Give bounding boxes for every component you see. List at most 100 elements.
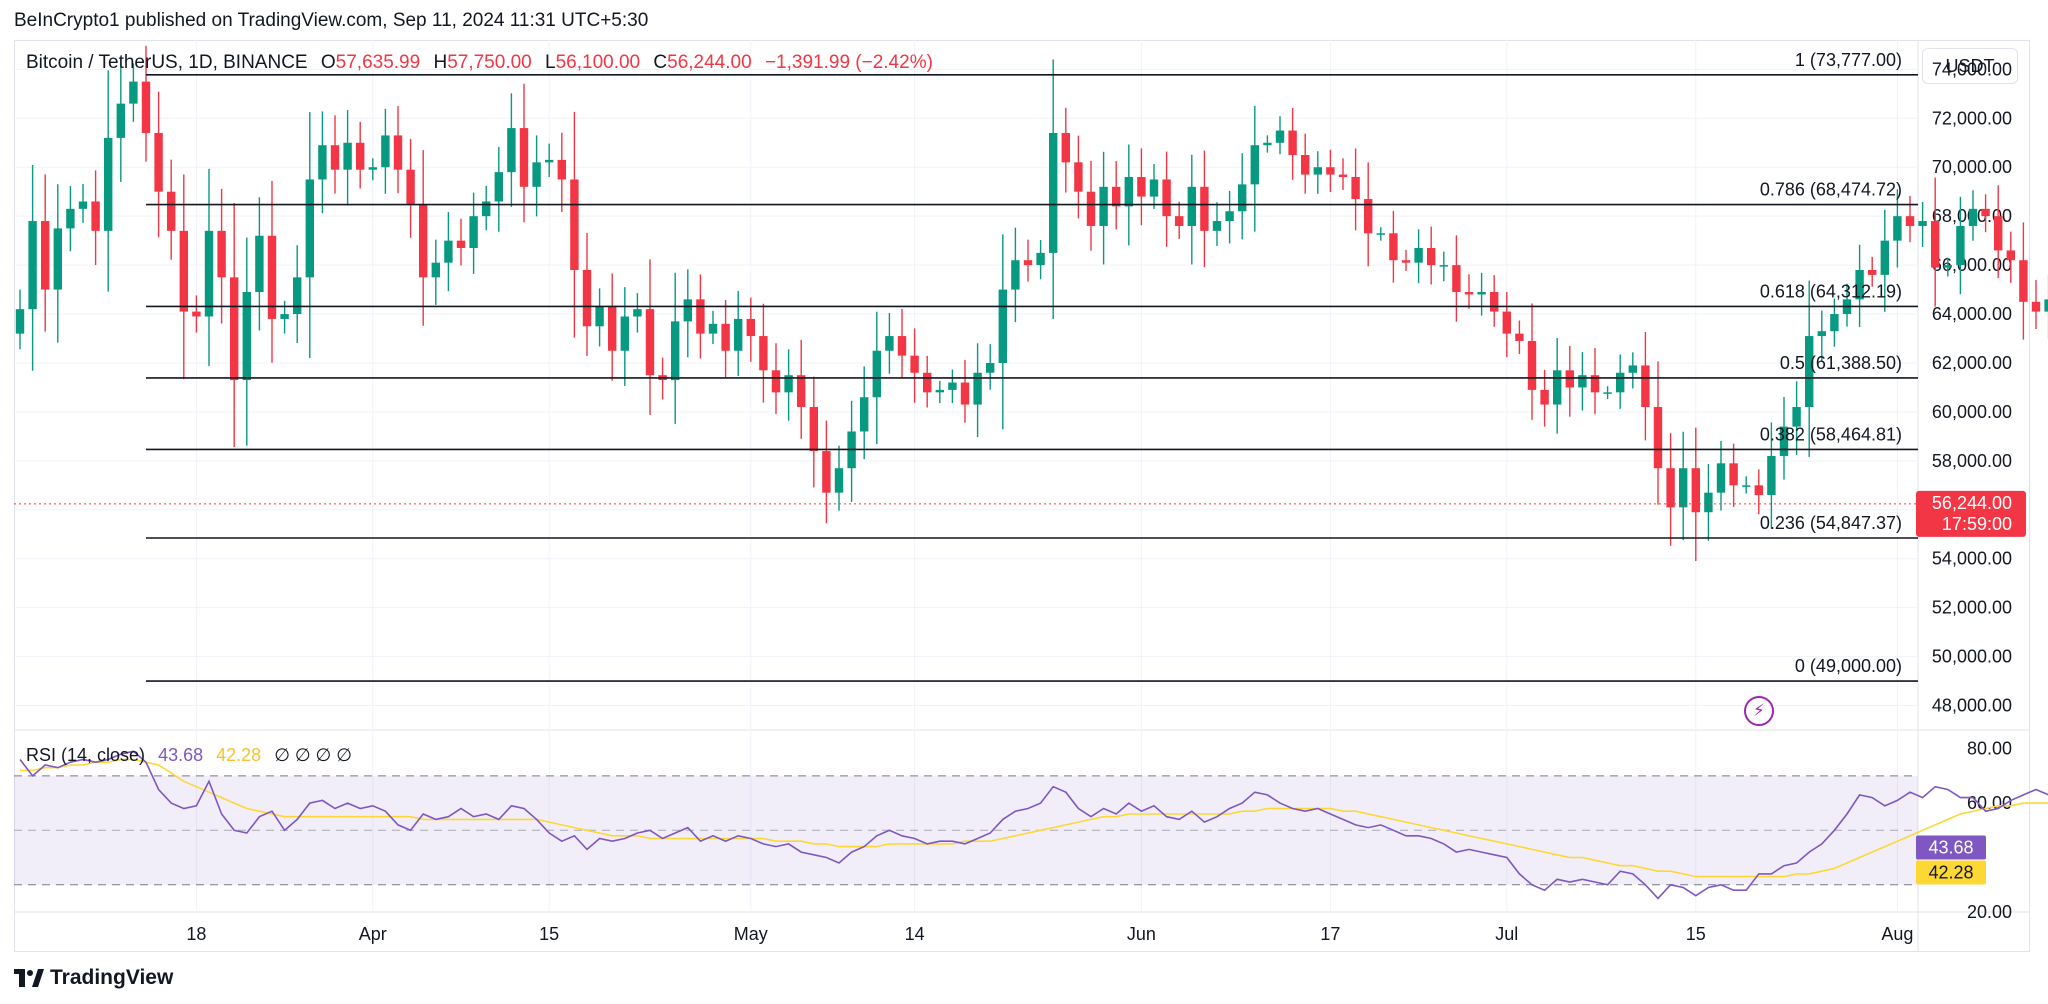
candle-body [1603,392,1612,394]
currency-unit-button[interactable]: USDT [1922,48,2018,84]
candle-body [998,289,1007,363]
rsi-placeholders: ∅ ∅ ∅ ∅ [274,745,352,765]
candles [15,45,2048,561]
fib-level-label: 0.618 (64,312.19) [1760,281,1902,301]
x-tick-label: Aug [1881,924,1913,944]
fib-level-label: 0.382 (58,464.81) [1760,424,1902,444]
candle-body [960,382,970,405]
candle-body [608,306,617,351]
rsi-y-tick-label: 20.00 [1967,902,2012,922]
candle-body [356,142,365,170]
candle-body [721,323,730,351]
candle-body [1666,468,1675,508]
candle-body [872,350,881,398]
candle-body [797,375,806,408]
candle-body [444,240,453,263]
rsi-value-tag [1916,835,1986,860]
y-tick-label: 60,000.00 [1932,402,2012,422]
candle-body [482,201,491,217]
candle-body [507,128,516,173]
candle-body [1981,208,1990,217]
y-tick-label: 54,000.00 [1932,549,2012,569]
candle-body [935,389,944,393]
fib-level-label: 0.236 (54,847.37) [1760,513,1902,533]
close-label: C [653,52,668,73]
y-tick-label: 48,000.00 [1932,696,2012,716]
candle-body [645,309,655,376]
candle-body [1653,407,1663,469]
candle-body [1137,177,1146,197]
candle-body [1527,340,1537,390]
rsi-line [19,750,2048,900]
candle-body [406,169,415,204]
candle-body [1553,370,1562,405]
tradingview-logo-icon [14,969,44,987]
rsi-y-tick-label: 60.00 [1967,793,2012,813]
candle-body [1641,365,1650,408]
symbol-title[interactable]: Bitcoin / TetherUS, 1D, BINANCE [26,52,308,73]
candle-body [1817,331,1826,337]
candle-body [1565,370,1574,388]
candle-body [671,321,680,381]
candle-body [986,362,995,373]
candle-body [1729,463,1738,486]
candle-body [1855,270,1864,300]
open-value: 57,635.99 [335,52,421,73]
candle-body [948,382,957,390]
candle-body [1049,132,1058,253]
candle-body [1301,155,1310,175]
rsi-title[interactable]: RSI (14, close) [26,745,146,765]
candle-body [1452,265,1461,293]
y-tick-label: 52,000.00 [1932,598,2012,618]
rsi-legend: RSI (14, close) 43.68 42.28 ∅ ∅ ∅ ∅ [26,745,352,766]
candle-body [78,201,88,209]
candle-body [860,397,869,432]
candle-body [1578,375,1587,388]
candle-body [1250,145,1259,185]
candle-body [759,336,768,371]
candle-body [431,262,440,278]
candle-body [154,132,163,192]
high-label: H [433,52,448,73]
candle-body [1956,225,1965,266]
lightning-icon[interactable]: ⚡ [1744,696,1774,726]
fib-level-label: 0.786 (68,474.72) [1760,180,1902,200]
fib-level-label: 0.5 (61,388.50) [1780,353,1902,373]
candle-body [2031,301,2041,312]
x-tick-label: Apr [359,924,387,944]
y-tick-label: 62,000.00 [1932,353,2012,373]
publisher-line: BeInCrypto1 published on TradingView.com… [14,10,649,31]
x-tick-label: 15 [539,924,559,944]
candle-body [1490,292,1499,312]
ohlc-legend: Bitcoin / TetherUS, 1D, BINANCE O57,635.… [26,52,933,74]
candle-body [1464,292,1474,295]
tradingview-logo[interactable]: TradingView [14,966,173,990]
countdown-label: 17:59:00 [1942,514,2012,534]
rsi-ma-legend-value: 42.28 [216,745,262,765]
candle-body [1338,174,1348,178]
candle-body [734,318,743,351]
x-tick-label: 14 [905,924,925,944]
candle-body [885,336,894,351]
candle-body [1112,186,1121,207]
candle-body [696,299,705,334]
candle-body [1691,468,1700,513]
candle-body [1968,208,1978,226]
candle-body [53,228,62,290]
candle-body [469,216,478,248]
rsi-legend-value: 43.68 [158,745,204,765]
candle-body [532,162,541,187]
candle-body [28,221,37,310]
y-tick-label: 66,000.00 [1932,255,2012,275]
candle-body [280,314,289,319]
candle-body [1880,240,1889,275]
candle-body [545,159,554,163]
y-tick-label: 74,000.00 [1932,59,2012,79]
candle-body [393,135,403,170]
candle-body [1779,426,1789,456]
candle-body [1187,186,1196,226]
candle-body [66,208,75,229]
candle-body [683,299,692,322]
candle-body [104,137,113,231]
